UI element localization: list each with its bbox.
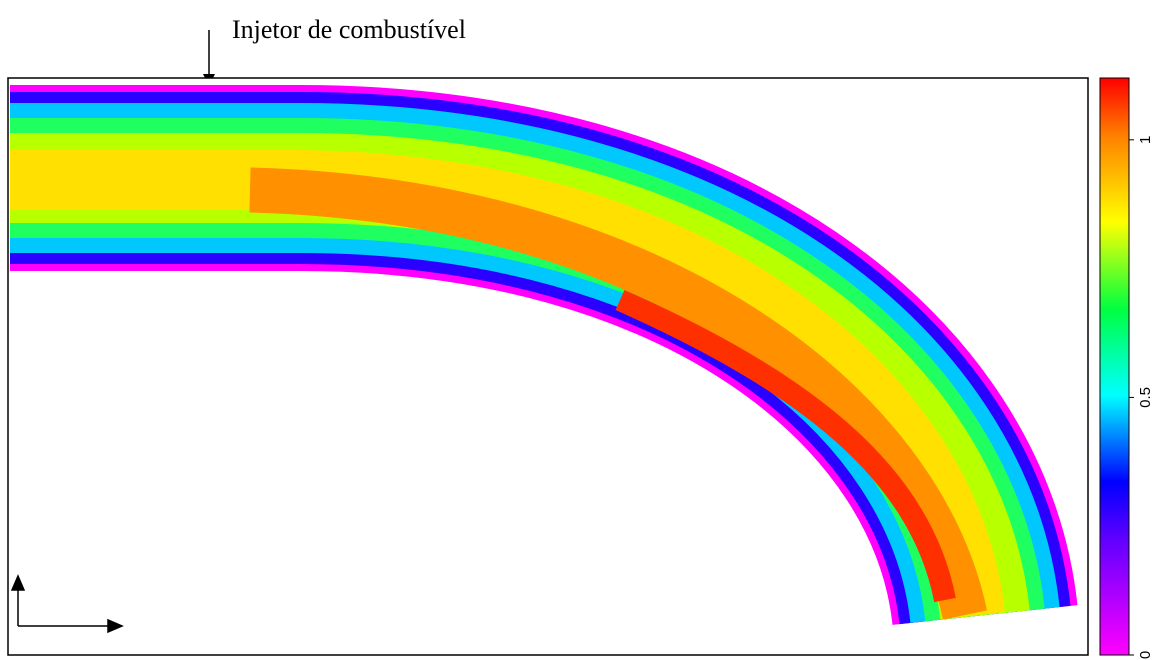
figure: Injetor de combustível 0 0.5 1 bbox=[0, 0, 1157, 660]
annotation: Injetor de combustível bbox=[232, 15, 466, 44]
tick-label: 0 bbox=[1137, 651, 1154, 659]
tick-label: 0.5 bbox=[1137, 387, 1154, 408]
colorbar bbox=[1100, 78, 1129, 655]
tick-label: 1 bbox=[1137, 136, 1154, 144]
